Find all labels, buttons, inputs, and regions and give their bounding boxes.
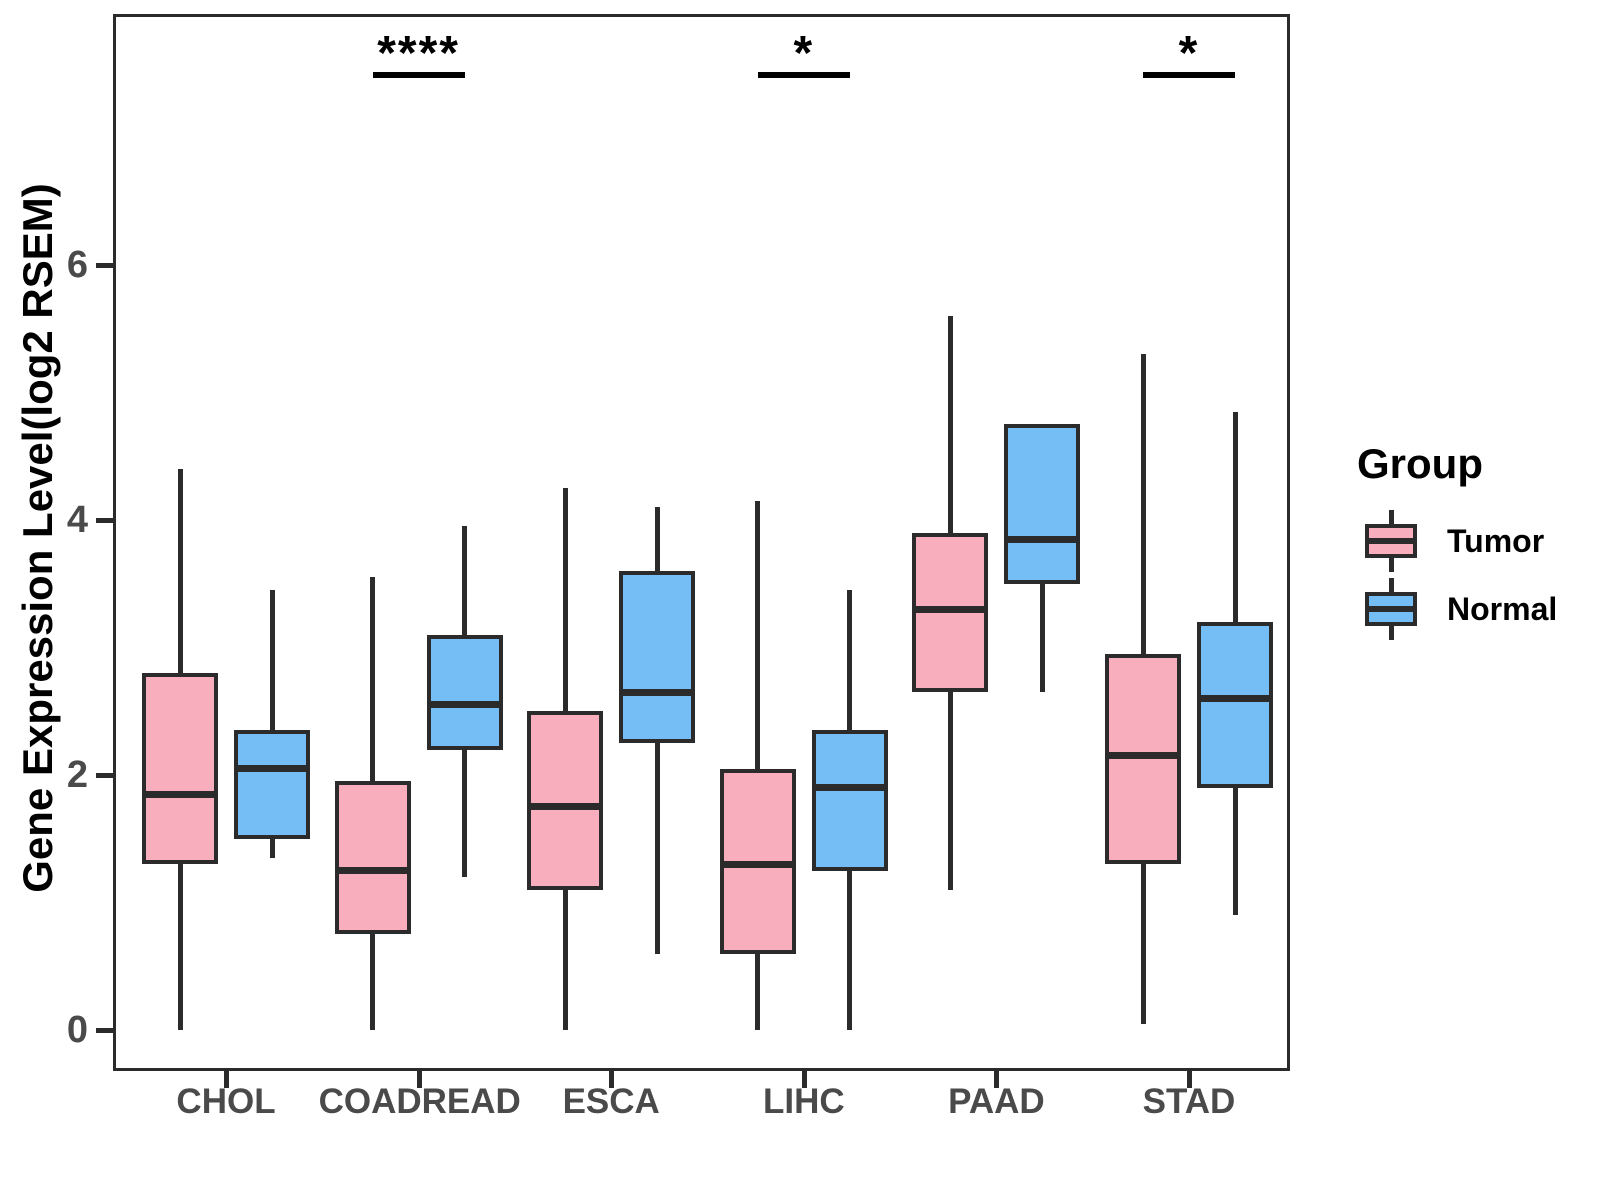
significance-bar-STAD	[1143, 72, 1235, 78]
x-tick-label: PAAD	[948, 1082, 1045, 1121]
median-tumor-STAD	[1105, 752, 1181, 760]
x-axis-tick	[1187, 1071, 1192, 1088]
median-normal-CHOL	[234, 765, 310, 773]
y-tick-label: 0	[66, 1009, 88, 1051]
x-tick-label: CHOL	[176, 1082, 276, 1121]
x-axis-tick	[416, 1071, 422, 1088]
significance-stars-COADREAD: ****	[377, 27, 460, 80]
box-normal-ESCA	[619, 571, 696, 744]
box-tumor-COADREAD	[334, 781, 411, 935]
y-axis-tick	[96, 518, 113, 523]
significance-stars-LIHC: *	[793, 27, 815, 80]
median-tumor-PAAD	[912, 605, 989, 613]
median-tumor-CHOL	[142, 790, 218, 798]
legend-title: Group	[1357, 440, 1483, 487]
median-normal-PAAD	[1004, 535, 1081, 543]
median-normal-COADREAD	[426, 701, 503, 709]
plot-panel	[113, 14, 1290, 1071]
x-tick-label: COADREAD	[318, 1082, 521, 1121]
box-tumor-CHOL	[142, 673, 218, 865]
x-axis-tick	[609, 1071, 615, 1088]
x-tick-label: STAD	[1142, 1082, 1236, 1121]
median-tumor-COADREAD	[334, 867, 411, 875]
median-normal-LIHC	[811, 784, 888, 792]
median-tumor-LIHC	[719, 860, 796, 868]
significance-stars-STAD: *	[1178, 27, 1200, 80]
box-normal-LIHC	[811, 730, 888, 871]
y-tick-label: 2	[66, 754, 88, 796]
x-axis-tick	[801, 1071, 807, 1088]
legend-label-tumor: Tumor	[1447, 523, 1545, 559]
median-normal-ESCA	[619, 688, 696, 696]
x-tick-label: ESCA	[562, 1082, 660, 1121]
y-tick-label: 4	[66, 499, 88, 541]
significance-bar-LIHC	[757, 72, 850, 78]
x-tick-label: LIHC	[762, 1082, 845, 1121]
legend-label-normal: Normal	[1447, 591, 1558, 627]
y-axis-tick	[96, 263, 113, 268]
box-normal-STAD	[1197, 622, 1273, 788]
whisker-tumor-LIHC	[755, 500, 761, 1030]
significance-bar-COADREAD	[372, 72, 465, 78]
y-tick-label: 6	[66, 244, 88, 286]
median-tumor-ESCA	[527, 803, 604, 811]
x-axis-tick	[224, 1071, 229, 1088]
whisker-normal-CHOL	[269, 590, 275, 858]
legend-glyph-median-tumor	[1365, 538, 1417, 544]
box-tumor-ESCA	[527, 711, 604, 890]
legend-glyph-median-normal	[1365, 606, 1417, 612]
legend: Group Tumor Normal	[1330, 430, 1600, 660]
y-axis-tick	[96, 773, 113, 778]
y-axis-tick	[96, 1028, 113, 1033]
box-normal-COADREAD	[426, 634, 503, 750]
x-axis-tick	[994, 1071, 1000, 1088]
box-normal-PAAD	[1004, 424, 1081, 584]
median-normal-STAD	[1197, 695, 1273, 702]
box-normal-CHOL	[234, 730, 310, 839]
